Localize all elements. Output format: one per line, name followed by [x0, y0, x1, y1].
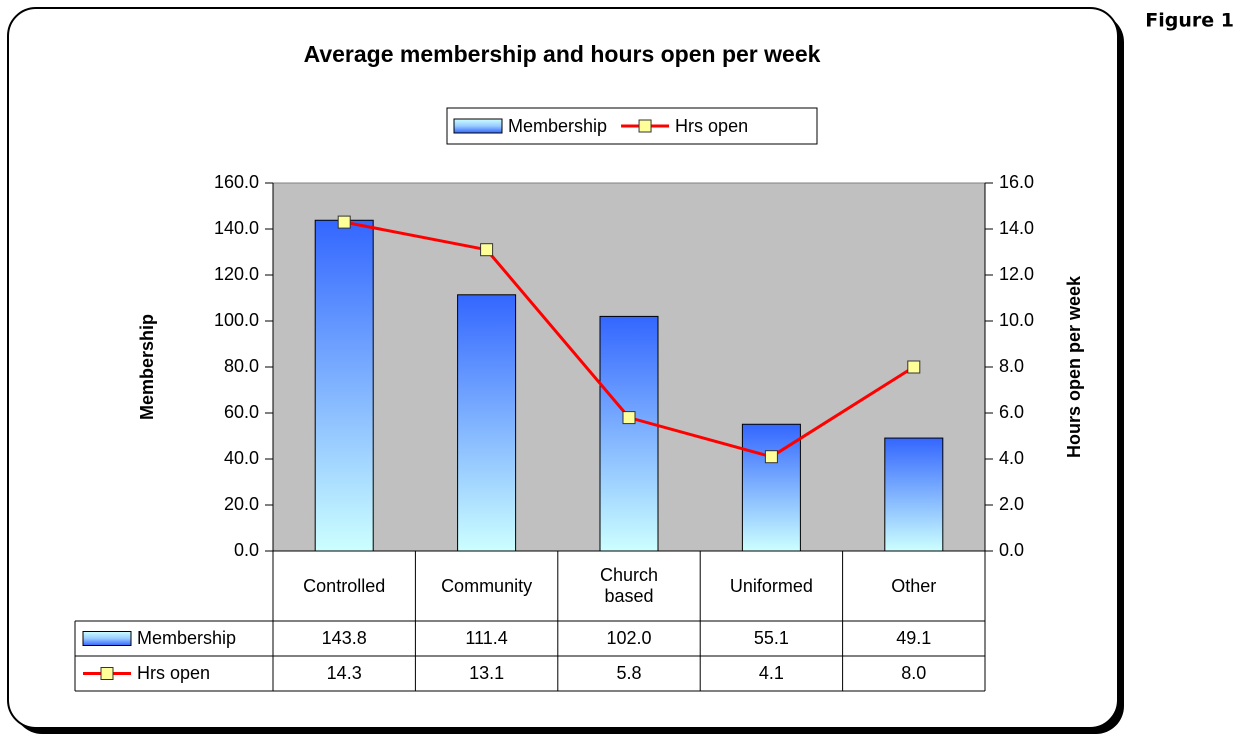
x-tick-label: Uniformed — [700, 551, 842, 621]
y-tick-label: 80.0 — [224, 356, 259, 376]
legend-swatch-marker — [638, 119, 652, 133]
y2-tick-label: 10.0 — [999, 310, 1034, 330]
line-marker — [622, 411, 636, 425]
data-label-text: 102.0 — [606, 628, 652, 648]
table-legend-swatch — [82, 631, 132, 646]
data-label-text: 13.1 — [469, 663, 505, 683]
line-marker — [337, 215, 351, 229]
legend-label: Membership — [508, 116, 607, 136]
y2-tick-label: 12.0 — [999, 264, 1034, 284]
x-tick-label-text: Church based — [599, 565, 658, 606]
y2-tick-label: 16.0 — [999, 172, 1034, 192]
y2-tick-label: 8.0 — [999, 356, 1024, 376]
legend-swatch — [453, 118, 503, 134]
y-tick-label: 20.0 — [224, 494, 259, 514]
line-marker — [764, 450, 778, 464]
data-label: 8.0 — [843, 656, 985, 691]
data-label: 13.1 — [415, 656, 557, 691]
y-tick-label: 160.0 — [214, 172, 259, 192]
data-label-text: 8.0 — [901, 663, 927, 683]
bar — [314, 219, 374, 552]
data-label-text: 143.8 — [321, 628, 367, 648]
bar — [884, 437, 944, 552]
data-label-text: 14.3 — [326, 663, 362, 683]
table-row-label-text: Hrs open — [137, 663, 211, 683]
line-marker — [907, 360, 921, 374]
data-label-text: 5.8 — [616, 663, 642, 683]
figure-label: Figure 1 — [1145, 10, 1234, 32]
table-row-label-text: Membership — [137, 628, 237, 648]
y2-tick-label: 0.0 — [999, 540, 1024, 560]
data-label-text: 4.1 — [758, 663, 784, 683]
y-tick-label: 0.0 — [234, 540, 259, 560]
data-label-text: 49.1 — [896, 628, 932, 648]
legend-label: Hrs open — [675, 116, 748, 136]
y2-tick-label: 14.0 — [999, 218, 1034, 238]
y-tick-label: 140.0 — [214, 218, 259, 238]
data-label: 4.1 — [700, 656, 842, 691]
y-tick-label: 120.0 — [214, 264, 259, 284]
bar — [457, 294, 517, 552]
data-label-text: 111.4 — [465, 628, 508, 648]
x-tick-label-text: Community — [441, 575, 533, 596]
table-row-label: Membership — [137, 621, 271, 656]
data-label: 49.1 — [843, 621, 985, 656]
x-tick-label-text: Uniformed — [729, 575, 813, 596]
x-tick-label: Controlled — [273, 551, 415, 621]
chart-title: Average membership and hours open per we… — [304, 41, 821, 67]
table-legend-swatch-marker — [100, 667, 114, 680]
y-tick-label: 40.0 — [224, 448, 259, 468]
y2-tick-label: 4.0 — [999, 448, 1024, 468]
y2-axis-label: Hours open per week — [1064, 275, 1084, 458]
data-label: 55.1 — [700, 621, 842, 656]
data-label: 102.0 — [558, 621, 700, 656]
bar — [599, 315, 659, 552]
y-tick-label: 100.0 — [214, 310, 259, 330]
data-label-text: 55.1 — [753, 628, 789, 648]
data-label: 5.8 — [558, 656, 700, 691]
y2-tick-label: 6.0 — [999, 402, 1024, 422]
data-label: 111.4 — [415, 621, 557, 656]
line-marker — [480, 243, 494, 257]
table-row-label: Hrs open — [137, 656, 271, 691]
data-label: 14.3 — [273, 656, 415, 691]
y-tick-label: 60.0 — [224, 402, 259, 422]
y-axis-label: Membership — [137, 314, 157, 420]
y2-tick-label: 2.0 — [999, 494, 1024, 514]
x-tick-label: Other — [843, 551, 985, 621]
x-tick-label: Church based — [558, 551, 700, 621]
x-tick-label-text: Controlled — [303, 575, 386, 596]
data-label: 143.8 — [273, 621, 415, 656]
x-tick-label: Community — [415, 551, 557, 621]
x-tick-label-text: Other — [891, 575, 937, 596]
